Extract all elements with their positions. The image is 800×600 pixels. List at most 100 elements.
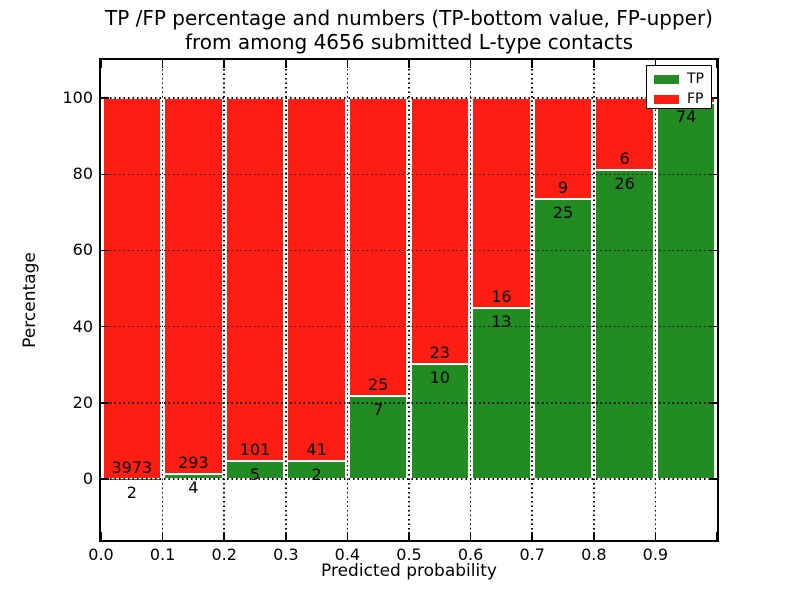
y-tick-mark [709, 478, 717, 480]
x-tick-mark [469, 532, 472, 540]
fp-count-label: 6 [619, 148, 630, 168]
horizontal-gridline [101, 249, 717, 252]
x-tick-label: 0.8 [581, 545, 607, 564]
y-tick-mark [709, 325, 717, 328]
tp-bar-segment [533, 199, 593, 480]
tp-bar-segment [348, 395, 408, 480]
x-tick-label: 0.9 [642, 545, 669, 564]
x-tick-label: 0.0 [88, 545, 114, 564]
y-tick-mark [101, 249, 109, 252]
vertical-gridline [531, 60, 533, 540]
fp-count-label: 3973 [111, 457, 153, 477]
vertical-gridline [469, 60, 472, 540]
y-tick-mark [101, 97, 109, 99]
chart-title-line2: from among 4656 submitted L-type contact… [184, 30, 634, 54]
x-tick-mark [161, 532, 164, 540]
y-tick-mark [709, 249, 717, 252]
fp-count-label: 9 [557, 178, 569, 198]
fp-count-label: 101 [239, 440, 271, 460]
tp-count-label: 13 [491, 312, 512, 332]
y-tick-label: 80 [72, 164, 93, 184]
x-tick-mark [223, 532, 225, 540]
legend-row-tp: TP [647, 71, 711, 87]
y-tick-mark [709, 402, 717, 404]
tp-legend-swatch-icon [654, 74, 679, 84]
x-axis-label: Predicted probability [321, 561, 497, 581]
x-tick-mark [531, 60, 533, 68]
tp-bar-segment [595, 169, 654, 480]
x-tick-label: 0.5 [396, 545, 422, 564]
x-tick-mark [346, 60, 349, 68]
y-tick-mark [101, 402, 109, 404]
y-tick-label: 40 [72, 316, 93, 336]
x-tick-mark [100, 60, 102, 68]
y-tick-mark [709, 97, 717, 99]
fp-count-label: 16 [491, 287, 512, 307]
tp-legend-label: TP [687, 71, 704, 87]
horizontal-gridline [101, 402, 717, 404]
y-tick-mark [101, 478, 109, 480]
tp-bar-segment [410, 363, 470, 480]
horizontal-gridline [101, 173, 717, 176]
x-tick-mark [593, 60, 595, 68]
fp-bar-segment [472, 98, 531, 309]
fp-bar-segment [410, 98, 470, 364]
tp-bar-segment [656, 103, 716, 480]
tp-bar-segment [472, 308, 531, 480]
fp-legend-swatch-icon [654, 94, 679, 104]
x-tick-label: 0.6 [457, 545, 484, 564]
tp-count-label: 25 [552, 203, 574, 223]
vertical-gridline [285, 60, 287, 540]
tp-count-label: 7 [373, 399, 384, 419]
y-tick-mark [709, 173, 717, 176]
x-tick-label: 0.4 [334, 545, 361, 564]
x-tick-label: 0.3 [273, 545, 299, 564]
vertical-gridline [408, 60, 410, 540]
x-tick-mark [716, 532, 718, 540]
tp-count-label: 26 [614, 173, 635, 193]
horizontal-gridline [101, 97, 717, 99]
x-tick-mark [408, 532, 410, 540]
fp-count-label: 293 [178, 452, 209, 472]
x-tick-mark [346, 532, 349, 540]
x-tick-mark [161, 60, 164, 68]
y-tick-label: 60 [72, 240, 93, 260]
fp-bar-segment [164, 98, 223, 474]
x-tick-mark [593, 532, 595, 540]
fp-bar-segment [348, 98, 408, 396]
x-tick-mark [654, 60, 657, 68]
fp-bar-segment [533, 98, 593, 200]
tp-count-label: 2 [126, 482, 137, 502]
x-tick-mark [469, 60, 472, 68]
vertical-gridline [223, 60, 225, 540]
legend: TP FP [646, 65, 712, 109]
x-tick-mark [408, 60, 410, 68]
horizontal-gridline [101, 325, 717, 328]
x-tick-mark [100, 532, 102, 540]
x-tick-mark [223, 60, 225, 68]
vertical-gridline [593, 60, 595, 540]
x-tick-mark [531, 532, 533, 540]
tp-count-label: 74 [676, 107, 697, 127]
x-tick-mark [654, 532, 657, 540]
plot-area: 3973 2 293 4 101 5 41 2 25 7 23 10 16 13 9 25 6 26 74 [99, 58, 719, 542]
fp-bar-segment [102, 98, 162, 479]
y-tick-label: 0 [82, 469, 93, 489]
y-axis-label: Percentage [20, 252, 40, 348]
vertical-gridline [161, 60, 164, 540]
fp-bar-segment [225, 98, 285, 462]
fp-count-label: 41 [306, 440, 327, 460]
fp-bar-segment [287, 98, 346, 462]
tp-count-label: 10 [429, 367, 450, 387]
x-tick-label: 0.2 [211, 545, 237, 564]
x-tick-label: 0.1 [149, 545, 176, 564]
y-tick-mark [101, 325, 109, 328]
chart-title-line1: TP /FP percentage and numbers (TP-bottom… [105, 6, 713, 30]
y-tick-mark [101, 173, 109, 176]
horizontal-gridline [101, 478, 717, 480]
fp-bar-segment [595, 98, 654, 170]
tp-count-label: 5 [249, 465, 261, 485]
fp-count-label: 23 [429, 342, 450, 362]
x-tick-mark [285, 532, 287, 540]
